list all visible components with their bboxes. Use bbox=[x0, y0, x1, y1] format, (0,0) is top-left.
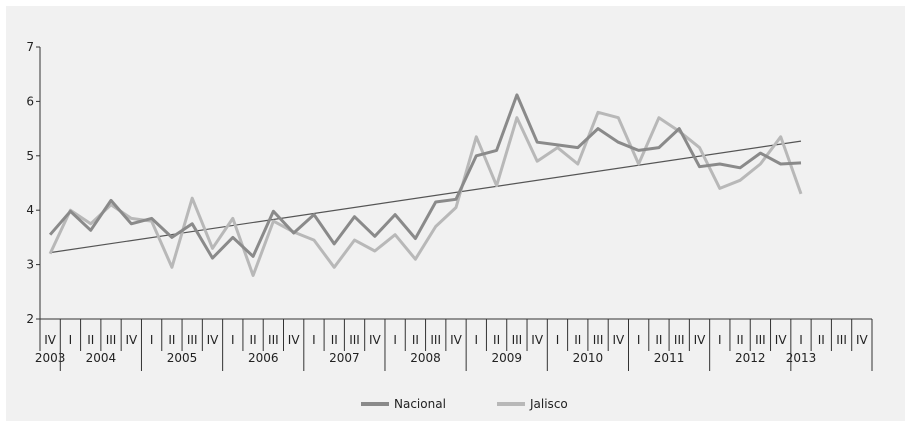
x-quarter-label: IV bbox=[612, 333, 625, 347]
x-year-label: 2011 bbox=[654, 351, 685, 365]
x-quarter-label: IV bbox=[207, 333, 220, 347]
x-quarter-label: I bbox=[718, 333, 722, 347]
x-quarter-label: II bbox=[493, 333, 500, 347]
x-quarter-label: III bbox=[430, 333, 441, 347]
x-year-label: 2007 bbox=[329, 351, 360, 365]
x-quarter-label: III bbox=[512, 333, 523, 347]
x-quarter-label: II bbox=[331, 333, 338, 347]
x-quarter-label: II bbox=[737, 333, 744, 347]
x-quarter-label: II bbox=[655, 333, 662, 347]
legend-label-nacional: Nacional bbox=[394, 397, 446, 411]
x-quarter-label: IV bbox=[531, 333, 544, 347]
x-quarter-label: III bbox=[268, 333, 279, 347]
x-quarter-label: IV bbox=[450, 333, 463, 347]
x-year-label: 2010 bbox=[573, 351, 604, 365]
x-quarter-label: I bbox=[231, 333, 235, 347]
x-year-label: 2008 bbox=[410, 351, 441, 365]
x-quarter-label: I bbox=[393, 333, 397, 347]
y-tick-label: 4 bbox=[26, 203, 34, 217]
trendline-layer bbox=[50, 140, 802, 254]
x-quarter-label: I bbox=[799, 333, 803, 347]
x-quarter-label: IV bbox=[856, 333, 869, 347]
x-quarter-label: II bbox=[818, 333, 825, 347]
x-year-label: 2012 bbox=[735, 351, 766, 365]
y-tick-label: 5 bbox=[26, 149, 34, 163]
x-quarter-label: II bbox=[412, 333, 419, 347]
x-year-label: 2006 bbox=[248, 351, 279, 365]
trendline bbox=[50, 140, 802, 254]
x-quarter-label: IV bbox=[369, 333, 382, 347]
x-year-label: 2005 bbox=[167, 351, 198, 365]
x-quarter-label: III bbox=[593, 333, 604, 347]
x-quarter-label: III bbox=[836, 333, 847, 347]
legend-label-jalisco: Jalisco bbox=[529, 397, 568, 411]
x-quarter-label: II bbox=[168, 333, 175, 347]
y-tick-label: 7 bbox=[26, 40, 34, 54]
x-quarter-label: IV bbox=[694, 333, 707, 347]
x-quarter-label: II bbox=[574, 333, 581, 347]
x-quarter-label: I bbox=[69, 333, 73, 347]
x-quarter-label: I bbox=[637, 333, 641, 347]
series-layer bbox=[48, 93, 803, 277]
x-quarter-label: III bbox=[187, 333, 198, 347]
x-quarter-label: I bbox=[556, 333, 560, 347]
x-quarter-label: IV bbox=[775, 333, 788, 347]
series-line-nacional bbox=[48, 93, 802, 260]
x-year-label: 2013 bbox=[786, 351, 817, 365]
x-quarter-label: III bbox=[106, 333, 117, 347]
x-quarter-label: IV bbox=[44, 333, 57, 347]
x-year-label: 2009 bbox=[491, 351, 522, 365]
x-quarter-label: IV bbox=[125, 333, 138, 347]
legend: Nacional Jalisco bbox=[361, 397, 568, 411]
x-quarter-label: I bbox=[150, 333, 154, 347]
x-quarter-label: II bbox=[250, 333, 257, 347]
x-quarter-label: II bbox=[87, 333, 94, 347]
x-quarter-label: IV bbox=[288, 333, 301, 347]
y-tick-label: 6 bbox=[26, 94, 34, 108]
x-quarter-label: III bbox=[755, 333, 766, 347]
x-quarter-label: III bbox=[349, 333, 360, 347]
y-tick-label: 3 bbox=[26, 258, 34, 272]
x-quarter-label: III bbox=[674, 333, 685, 347]
x-year-label: 2003 bbox=[35, 351, 66, 365]
x-quarter-label: I bbox=[475, 333, 479, 347]
y-axis: 2 3 4 5 6 7 bbox=[26, 40, 41, 326]
x-axis: IV I II III IV I II III IV I II III IV I II III IV I II III… bbox=[35, 318, 873, 371]
y-tick-label: 2 bbox=[26, 312, 34, 326]
x-quarter-label: I bbox=[312, 333, 316, 347]
series-line-jalisco bbox=[48, 110, 803, 277]
x-year-label: 2004 bbox=[86, 351, 117, 365]
